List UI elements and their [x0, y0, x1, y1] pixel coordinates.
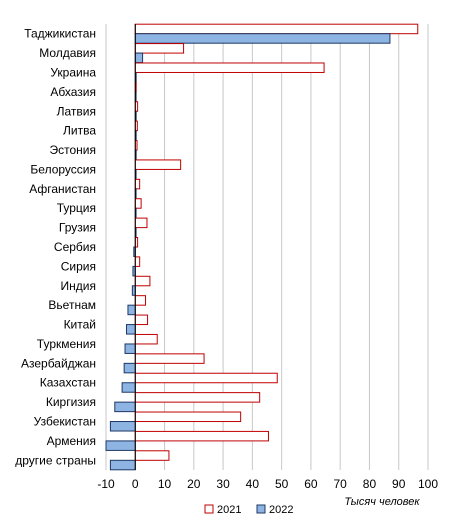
- x-tick-label: 10: [158, 477, 172, 491]
- x-tick-label: 90: [392, 477, 406, 491]
- category-label: другие страны: [15, 453, 96, 467]
- bar-2021: [134, 295, 147, 306]
- grid-lines: [105, 24, 429, 470]
- legend-swatch-2022: [256, 504, 266, 514]
- category-label: Молдавия: [39, 46, 96, 60]
- bar-2021: [134, 256, 141, 267]
- bar-2021: [134, 178, 141, 190]
- bar-2021: [134, 275, 151, 287]
- x-tick-labels: -10 0 10 20 30 40 50 60 70 80 90 100: [97, 477, 438, 491]
- bar-2021: [134, 333, 158, 345]
- category-label: Литва: [63, 124, 96, 138]
- x-tick-label: 0: [132, 477, 139, 491]
- bar-2021: [134, 314, 149, 326]
- bar-2021: [134, 411, 242, 423]
- category-label: Азербайджан: [21, 356, 96, 370]
- bar-2022: [109, 459, 136, 471]
- x-tick-label: -10: [97, 477, 115, 491]
- category-label: Абхазия: [50, 85, 96, 99]
- x-tick-label: 20: [187, 477, 201, 491]
- category-label: Сирия: [61, 259, 96, 273]
- x-tick-label: 70: [334, 477, 348, 491]
- legend-label-2021: 2021: [217, 504, 241, 516]
- legend: 2021 2022: [204, 504, 293, 516]
- category-label: Турция: [57, 201, 96, 215]
- legend-label-2022: 2022: [269, 504, 293, 516]
- category-label: Украина: [50, 65, 96, 79]
- category-label: Туркмения: [37, 337, 96, 351]
- category-label: Афганистан: [29, 182, 96, 196]
- category-label: Латвия: [57, 104, 96, 118]
- category-label: Эстония: [50, 143, 97, 157]
- category-label: Сербия: [54, 240, 96, 254]
- category-labels: Таджикистан Молдавия Украина Абхазия Латвия Л…: [15, 27, 96, 468]
- category-label: Вьетнам: [48, 298, 96, 312]
- bar-2022: [134, 52, 144, 64]
- x-tick-label: 80: [363, 477, 377, 491]
- x-tick-label: 100: [418, 477, 438, 491]
- x-tick-label: 30: [216, 477, 230, 491]
- category-label: Киргизия: [46, 395, 96, 409]
- x-tick-label: 40: [246, 477, 260, 491]
- category-label: Таджикистан: [24, 27, 96, 41]
- bar-2021: [134, 23, 419, 35]
- bar-2021: [134, 450, 170, 461]
- bar-2021: [134, 43, 185, 54]
- bars: [105, 23, 419, 471]
- category-label: Казахстан: [40, 376, 96, 390]
- bar-2022: [105, 440, 136, 451]
- category-label: Узбекистан: [34, 415, 96, 429]
- category-label: Армения: [47, 434, 96, 448]
- bar-2021: [134, 430, 269, 442]
- bar-2021: [134, 372, 278, 384]
- bar-2021: [134, 392, 261, 403]
- bar-2022: [123, 362, 136, 374]
- bar-2022: [124, 343, 136, 354]
- bar-2021: [134, 353, 205, 364]
- category-label: Индия: [61, 279, 96, 293]
- category-label: Китай: [64, 318, 96, 332]
- bar-2021: [134, 159, 182, 170]
- bar-2021: [134, 217, 148, 229]
- bar-2022: [134, 33, 391, 44]
- bar-2022: [127, 304, 136, 316]
- category-label: Грузия: [59, 221, 96, 235]
- category-label: Белоруссия: [30, 162, 96, 176]
- bar-2022: [121, 382, 136, 393]
- bar-2022: [109, 421, 136, 432]
- bar-2021: [134, 198, 142, 209]
- x-axis-title: Тысяч человек: [344, 496, 420, 508]
- x-tick-label: 60: [304, 477, 318, 491]
- bar-2022: [125, 324, 136, 335]
- x-tick-label: 50: [275, 477, 289, 491]
- bar-2022: [114, 401, 136, 413]
- bar-2021: [134, 62, 325, 73]
- legend-swatch-2021: [204, 504, 214, 514]
